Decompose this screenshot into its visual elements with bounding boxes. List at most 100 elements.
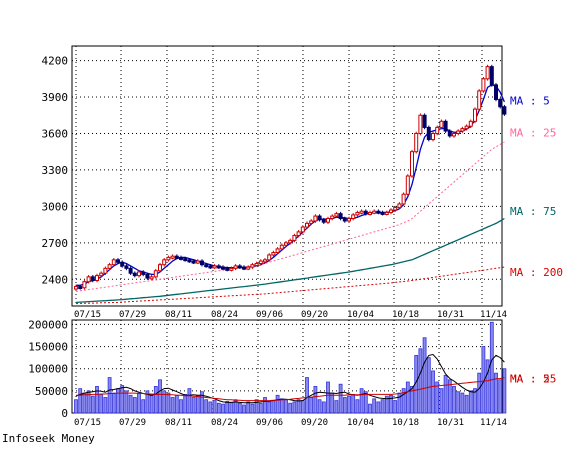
volume-y-tick-label: 50000	[35, 385, 68, 398]
candle-body	[485, 66, 490, 80]
volume-bar	[489, 321, 494, 414]
price-y-tick-label: 4200	[42, 55, 69, 68]
candle-body	[414, 132, 419, 153]
volume-bar	[271, 400, 276, 414]
volume-bar	[288, 402, 293, 414]
candle-body	[237, 265, 242, 269]
volume-bar	[86, 390, 91, 414]
volume-bar	[162, 390, 167, 414]
candle-body	[376, 210, 381, 214]
candle-body	[271, 252, 276, 256]
candle-body	[384, 211, 389, 215]
volume-bar	[351, 393, 356, 414]
candle-body	[99, 272, 104, 277]
volume-bar	[372, 398, 377, 414]
volume-bar	[221, 403, 225, 414]
volume-bar	[296, 399, 301, 414]
volume-bar	[174, 394, 179, 414]
volume-bar	[317, 399, 322, 414]
volume-bar	[237, 402, 242, 414]
volume-x-tick-label: 10/18	[392, 418, 419, 428]
volume-bar	[338, 383, 343, 414]
candle-body	[166, 256, 171, 261]
candle-body	[502, 106, 507, 115]
volume-x-tick-label: 09/06	[256, 418, 283, 428]
volume-bar	[485, 359, 490, 414]
volume-bar	[200, 391, 204, 414]
volume-bar	[460, 392, 465, 414]
candle-body	[195, 260, 200, 264]
price-y-tick-label: 3600	[42, 127, 69, 140]
volume-bar	[498, 379, 503, 414]
volume-bar	[90, 395, 95, 414]
candle-body	[267, 254, 272, 261]
candle-body	[338, 213, 343, 220]
price-x-tick-label: 07/15	[74, 310, 101, 320]
volume-bar	[149, 394, 154, 414]
candle-body	[405, 175, 410, 195]
candle-body	[342, 218, 347, 222]
volume-bar	[494, 372, 498, 414]
candle-body	[86, 276, 91, 283]
candle-body	[90, 276, 95, 281]
footer-source: Infoseek Money	[2, 432, 95, 445]
candle-body	[107, 264, 112, 269]
candle-body	[460, 128, 465, 132]
volume-bar	[447, 379, 452, 414]
candle-body	[296, 231, 301, 237]
candle-body	[494, 84, 498, 100]
volume-bar	[158, 379, 162, 414]
candle-body	[82, 281, 87, 289]
price-ma-label: MA : 200	[510, 266, 563, 279]
volume-x-tick-label: 11/14	[480, 418, 507, 428]
candle-body	[393, 207, 398, 211]
candle-body	[162, 259, 167, 266]
price-x-tick-label: 08/24	[211, 310, 238, 320]
volume-bar	[204, 399, 209, 414]
volume-bar	[208, 401, 213, 414]
candle-body	[473, 108, 477, 122]
candle-body	[464, 125, 469, 130]
candle-body	[187, 259, 192, 263]
price-x-tick-label: 10/04	[347, 310, 374, 320]
volume-bar	[128, 394, 133, 414]
volume-bar	[334, 400, 339, 414]
candle-body	[435, 126, 440, 134]
volume-bar	[183, 393, 188, 414]
candle-body	[204, 264, 209, 268]
volume-bar	[254, 399, 259, 414]
price-ma-label: MA : 25	[510, 126, 556, 139]
volume-bar	[376, 401, 381, 414]
candle-body	[216, 265, 221, 269]
candle-body	[275, 248, 280, 254]
volume-bar	[326, 381, 330, 414]
volume-bar	[263, 397, 267, 414]
candle-body	[116, 259, 120, 263]
volume-bar	[342, 397, 347, 414]
volume-bar	[452, 386, 456, 414]
volume-bar	[153, 386, 158, 414]
volume-x-tick-label: 10/04	[347, 418, 374, 428]
volume-bar	[120, 385, 125, 414]
candle-body	[183, 258, 188, 262]
candle-body	[179, 256, 183, 260]
volume-y-tick-label: 150000	[28, 341, 68, 354]
volume-x-tick-label: 07/29	[119, 418, 146, 428]
volume-bar	[166, 392, 171, 414]
volume-bar	[305, 377, 309, 414]
volume-bar	[225, 401, 230, 414]
price-panel-frame	[71, 45, 503, 307]
volume-bar	[363, 391, 368, 414]
price-x-tick-label: 07/29	[119, 310, 146, 320]
volume-x-tick-label: 09/20	[301, 418, 328, 428]
candle-body	[355, 211, 360, 216]
candle-body	[443, 120, 448, 132]
volume-bar	[431, 370, 435, 414]
volume-bar	[359, 388, 364, 414]
candle-body	[170, 255, 175, 259]
candle-body	[174, 255, 179, 259]
candle-body	[468, 120, 473, 127]
volume-bar	[191, 397, 196, 414]
price-y-tick-label: 3000	[42, 200, 69, 213]
candle-body	[242, 266, 246, 270]
